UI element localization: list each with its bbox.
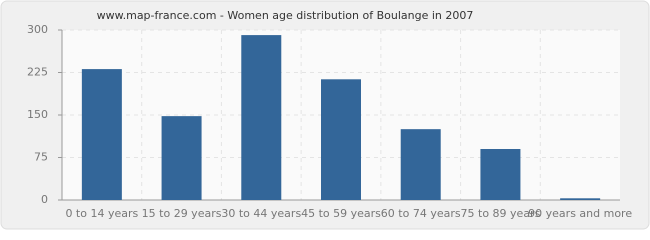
y-tick-label: 225	[27, 66, 48, 79]
y-tick-label: 75	[34, 151, 48, 164]
bar	[161, 116, 202, 200]
y-tick-label: 0	[41, 193, 48, 206]
x-tick-label: 75 to 89 years	[461, 207, 541, 220]
bar	[321, 79, 361, 200]
chart: www.map-france.com - Women age distribut…	[0, 0, 650, 230]
bar	[480, 149, 521, 200]
bar	[81, 69, 122, 200]
x-tick-label: 30 to 44 years	[221, 207, 301, 220]
bar	[560, 198, 601, 200]
chart-title: www.map-france.com - Women age distribut…	[97, 9, 474, 22]
y-tick-label: 150	[27, 108, 48, 121]
y-tick-label: 300	[27, 23, 48, 36]
bar	[400, 129, 441, 200]
x-tick-label: 90 years and more	[528, 207, 632, 220]
x-tick-label: 15 to 29 years	[142, 207, 222, 220]
bar	[241, 35, 282, 200]
x-tick-label: 60 to 74 years	[381, 207, 461, 220]
x-tick-label: 45 to 59 years	[301, 207, 381, 220]
x-tick-label: 0 to 14 years	[65, 207, 138, 220]
